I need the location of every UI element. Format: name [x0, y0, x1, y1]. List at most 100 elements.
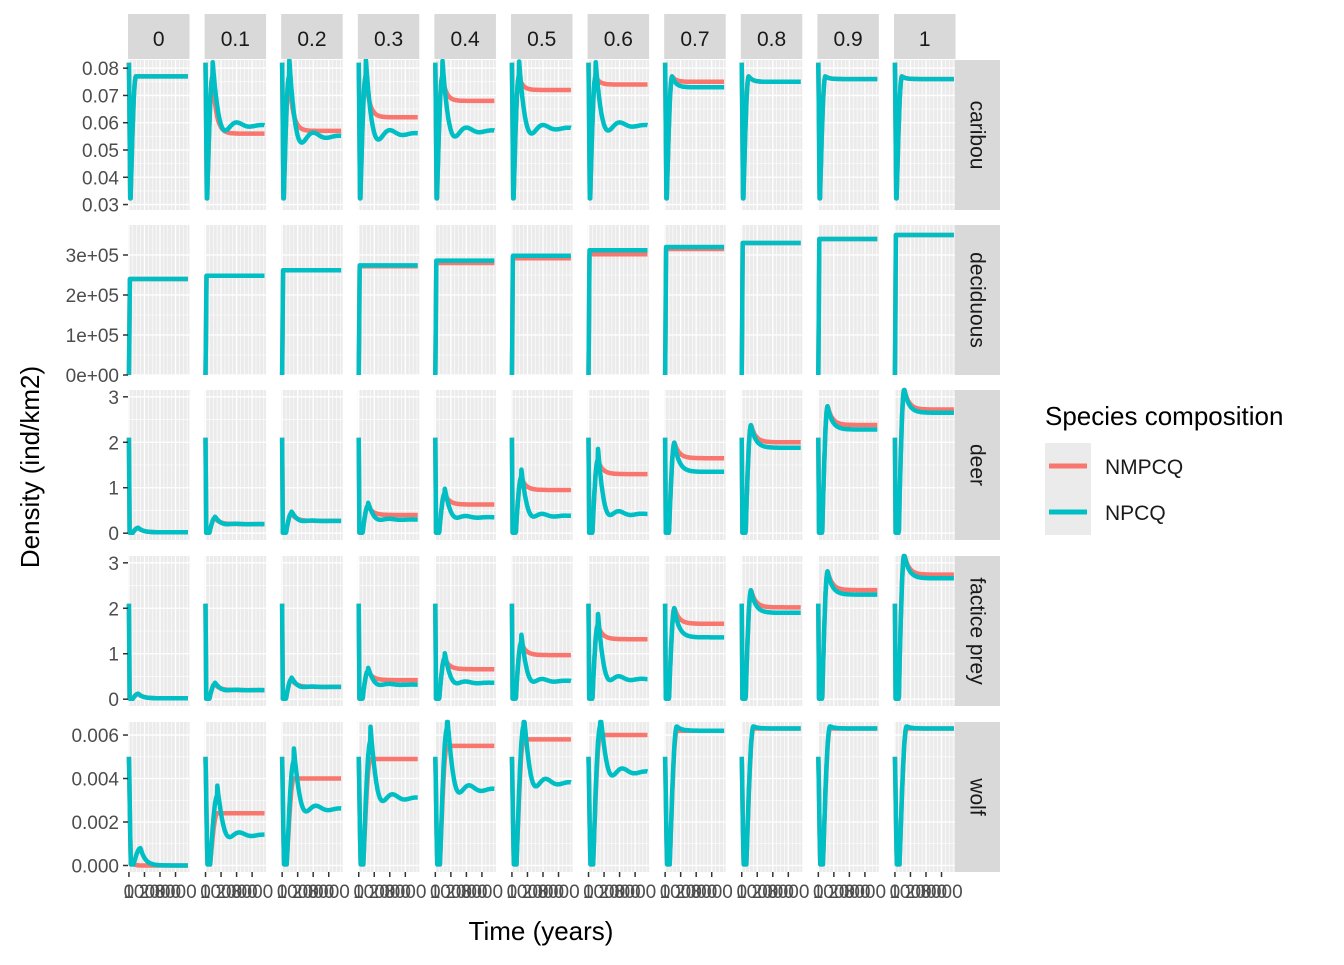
y-tick-label: 1: [108, 479, 119, 500]
facet-strip-column: [434, 14, 496, 59]
series-line-npcq: [203, 603, 267, 701]
series-line-npcq: [356, 724, 420, 867]
facet-panel: [509, 390, 573, 540]
facet-panel: [739, 556, 803, 706]
series-line-npcq: [586, 59, 650, 201]
facet-panel: [892, 553, 956, 706]
x-tick-label: 2000: [675, 882, 717, 903]
x-tick-label: 3000: [537, 882, 579, 903]
facet-strip-row: [955, 60, 1000, 210]
facet-panel: [662, 225, 727, 376]
series-line-npcq: [586, 437, 650, 535]
facet-panel: [126, 722, 190, 872]
y-tick-label: 0.004: [71, 770, 119, 791]
x-tick-label: 1000: [660, 882, 702, 903]
facet-strip-column: [128, 14, 190, 59]
facet-panel: [816, 722, 880, 872]
legend: Species composition NMPCQ NPCQ: [1045, 401, 1283, 535]
facet-strip-column-label: 0.7: [680, 28, 709, 51]
facet-panel: [203, 59, 267, 210]
series-line-npcq: [203, 437, 267, 535]
panel-background: [511, 225, 573, 375]
x-tick-label: 3000: [767, 882, 809, 903]
facet-strip-column: [587, 14, 650, 59]
facet-panel: [356, 556, 420, 706]
x-tick-label: 0: [583, 882, 594, 903]
facet-strip-column-label: 1: [919, 28, 931, 51]
x-tick-label: 2000: [522, 882, 564, 903]
panel-background: [894, 60, 956, 210]
y-tick-label: 2: [108, 433, 119, 454]
panel-background: [894, 225, 956, 375]
facet-strip-row-label: caribou: [966, 101, 989, 170]
facet-strip-row-label: deciduous: [966, 252, 989, 348]
series-line-npcq: [892, 724, 956, 867]
panel-background: [740, 225, 803, 375]
series-line-npcq: [816, 403, 880, 535]
y-tick-label: 0: [108, 524, 119, 545]
x-tick-label: 3000: [308, 882, 350, 903]
x-tick-label: 1000: [200, 882, 242, 903]
facet-panel: [279, 57, 344, 210]
series-line-npcq: [662, 724, 727, 867]
series-line-npcq: [662, 603, 727, 701]
facet-panel: [433, 58, 497, 210]
x-tick-label: 2000: [139, 882, 181, 903]
y-tick-label: 2: [108, 599, 119, 620]
facet-panel: [892, 722, 956, 872]
facet-strip-column-label: 0.3: [374, 28, 403, 51]
panel-background: [128, 60, 190, 210]
series-line-npcq: [739, 62, 803, 201]
panel-background: [434, 225, 496, 375]
legend-title: Species composition: [1045, 401, 1283, 431]
x-tick-label: 1000: [889, 882, 931, 903]
facet-panel: [586, 225, 650, 376]
x-tick-label: 1000: [430, 882, 472, 903]
series-line-npcq: [433, 258, 497, 376]
x-tick-label: 1000: [123, 882, 165, 903]
y-tick-label: 0.08: [82, 59, 119, 80]
facet-strip-column-label: 0: [153, 28, 165, 51]
panel-background: [817, 60, 879, 210]
facet-panel: [739, 390, 803, 540]
facet-panel: [662, 390, 727, 540]
x-tick-label: 1000: [583, 882, 625, 903]
facet-strip-column: [204, 14, 267, 59]
y-tick-label: 0.05: [82, 141, 119, 162]
y-tick-label: 0e+00: [66, 366, 119, 387]
x-tick-label: 2000: [752, 882, 794, 903]
y-tick-label: 2e+05: [66, 286, 119, 307]
y-tick-label: 0.000: [71, 856, 119, 877]
y-tick-label: 3: [108, 554, 119, 575]
x-tick-label: 0: [353, 882, 364, 903]
x-axis-title: Time (years): [469, 916, 614, 946]
facet-panel: [433, 225, 497, 376]
series-line-npcq: [433, 437, 497, 535]
facet-panel: [816, 556, 880, 706]
series-line-npcq: [662, 437, 727, 535]
y-tick-label: 3e+05: [66, 246, 119, 267]
facet-strip-column-label: 0.4: [451, 28, 481, 51]
series-line-npcq: [279, 267, 344, 376]
y-tick-label: 1: [108, 645, 119, 666]
facet-panel: [203, 225, 267, 376]
facet-panel: [126, 390, 190, 540]
x-tick-label: 0: [430, 882, 441, 903]
facet-panel: [816, 225, 880, 376]
facet-strip-row: [955, 556, 1000, 706]
facet-strip-column: [817, 14, 879, 59]
x-tick-label: 0: [124, 882, 135, 903]
facet-panel: [433, 719, 497, 872]
series-line-npcq: [662, 244, 727, 376]
series-line-npcq: [126, 437, 190, 535]
facet-panel: [356, 57, 420, 210]
panel-background: [357, 225, 420, 375]
facet-strip-column: [357, 14, 420, 59]
panel-background: [204, 225, 267, 375]
facet-panel: [662, 556, 727, 706]
facet-strip-column: [740, 14, 803, 59]
panel-background: [281, 225, 343, 375]
facet-panel: [433, 390, 497, 540]
series-line-npcq: [509, 719, 573, 867]
series-line-npcq: [356, 57, 420, 201]
